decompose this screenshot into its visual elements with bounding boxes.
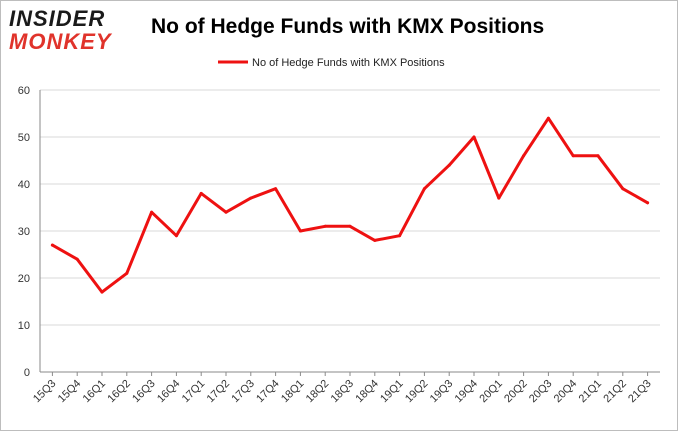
data-point-20Q3 <box>546 116 550 120</box>
x-tick-label-16Q4: 16Q4 <box>155 378 183 406</box>
x-tick-label-19Q4: 19Q4 <box>453 378 481 406</box>
logo-line-1: INSIDER <box>9 6 106 31</box>
x-tick-label-15Q4: 15Q4 <box>56 378 84 406</box>
data-point-15Q4 <box>75 257 79 261</box>
data-point-17Q3 <box>249 196 253 200</box>
x-tick-label-19Q3: 19Q3 <box>428 378 456 406</box>
data-point-18Q2 <box>323 224 327 228</box>
x-tick-label-18Q1: 18Q1 <box>279 378 307 406</box>
data-point-19Q4 <box>472 135 476 139</box>
data-point-19Q1 <box>398 234 402 238</box>
data-point-18Q1 <box>298 229 302 233</box>
x-tick-label-19Q2: 19Q2 <box>403 378 431 406</box>
y-tick-label-60: 60 <box>18 85 30 97</box>
data-point-19Q2 <box>422 187 426 191</box>
x-tick-label-17Q1: 17Q1 <box>180 378 208 406</box>
data-point-16Q2 <box>125 271 129 275</box>
x-tick-label-16Q1: 16Q1 <box>81 378 109 406</box>
x-tick-label-19Q1: 19Q1 <box>378 378 406 406</box>
data-point-16Q4 <box>174 234 178 238</box>
legend-label: No of Hedge Funds with KMX Positions <box>252 57 445 69</box>
logo-line-2: MONKEY <box>9 29 112 54</box>
y-tick-label-40: 40 <box>18 179 30 191</box>
x-tick-label-16Q3: 16Q3 <box>130 378 158 406</box>
data-point-17Q2 <box>224 210 228 214</box>
data-point-21Q2 <box>621 187 625 191</box>
data-point-21Q3 <box>646 201 650 205</box>
x-tick-label-16Q2: 16Q2 <box>105 378 133 406</box>
data-point-17Q1 <box>199 191 203 195</box>
y-tick-label-0: 0 <box>24 367 30 379</box>
x-tick-label-20Q3: 20Q3 <box>527 378 555 406</box>
data-point-15Q3 <box>50 243 54 247</box>
data-point-19Q3 <box>447 163 451 167</box>
x-tick-label-15Q3: 15Q3 <box>31 378 59 406</box>
x-tick-label-18Q2: 18Q2 <box>304 378 332 406</box>
data-point-21Q1 <box>596 154 600 158</box>
x-tick-label-21Q3: 21Q3 <box>626 378 654 406</box>
x-tick-label-17Q4: 17Q4 <box>254 378 282 406</box>
series-line-0 <box>50 116 650 294</box>
x-tick-label-21Q1: 21Q1 <box>577 378 605 406</box>
data-point-16Q3 <box>150 210 154 214</box>
y-tick-label-10: 10 <box>18 320 30 332</box>
data-point-20Q4 <box>571 154 575 158</box>
data-point-20Q1 <box>497 196 501 200</box>
x-tick-label-18Q4: 18Q4 <box>353 378 381 406</box>
x-tick-label-21Q2: 21Q2 <box>601 378 629 406</box>
data-point-20Q2 <box>522 154 526 158</box>
y-tick-label-20: 20 <box>18 273 30 285</box>
data-point-18Q4 <box>373 238 377 242</box>
y-tick-label-30: 30 <box>18 226 30 238</box>
x-tick-label-17Q3: 17Q3 <box>229 378 257 406</box>
data-point-17Q4 <box>274 187 278 191</box>
x-tick-label-20Q2: 20Q2 <box>502 378 530 406</box>
x-tick-label-20Q1: 20Q1 <box>477 378 505 406</box>
x-tick-label-18Q3: 18Q3 <box>329 378 357 406</box>
data-point-16Q1 <box>100 290 104 294</box>
x-tick-label-20Q4: 20Q4 <box>552 378 580 406</box>
y-tick-label-50: 50 <box>18 132 30 144</box>
x-tick-label-17Q2: 17Q2 <box>205 378 233 406</box>
chart-title: No of Hedge Funds with KMX Positions <box>151 15 545 38</box>
data-point-18Q3 <box>348 224 352 228</box>
insider-monkey-logo: INSIDER MONKEY <box>9 7 129 55</box>
